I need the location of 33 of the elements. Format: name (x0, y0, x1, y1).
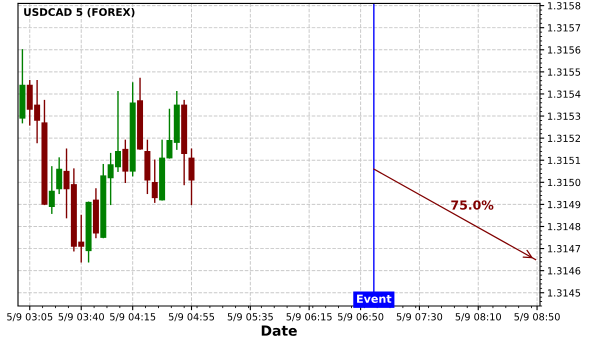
candlestick (152, 160, 158, 203)
y-tick-label: 1.3149 (548, 200, 580, 208)
x-axis-title: Date (262, 326, 297, 336)
y-tick-label: 1.3153 (548, 112, 580, 120)
x-tick-label: 5/9 05:35 (228, 313, 273, 322)
y-tick-label: 1.3157 (548, 24, 580, 32)
x-tick-label: 5/9 08:50 (514, 313, 560, 322)
x-tick-label: 5/9 06:15 (286, 313, 332, 322)
x-tick-label: 5/9 03:05 (7, 313, 52, 322)
y-tick-label: 1.3148 (548, 222, 580, 230)
chart-title: USDCAD 5 (FOREX) (24, 8, 134, 18)
y-tick-label: 1.3156 (548, 46, 580, 54)
x-tick-label: 5/9 08:10 (456, 313, 501, 322)
x-tick-label: 5/9 07:30 (396, 313, 442, 322)
x-tick-label: 5/9 04:15 (110, 313, 156, 322)
y-tick-label: 1.3145 (548, 289, 580, 297)
x-tick-label: 5/9 04:55 (168, 313, 214, 322)
y-tick-label: 1.3152 (548, 134, 580, 142)
y-tick-label: 1.3155 (548, 68, 580, 76)
y-tick-label: 1.3150 (548, 178, 580, 186)
y-tick-label: 1.3154 (548, 90, 580, 98)
ref-line-label: Event (357, 294, 392, 303)
x-tick-label: 5/9 03:40 (58, 313, 104, 322)
y-tick-label: 1.3147 (548, 245, 580, 252)
y-tick-label: 1.3146 (548, 267, 580, 274)
candlestick (122, 140, 128, 184)
y-tick-label: 1.3158 (548, 2, 580, 10)
candlestick (48, 166, 55, 214)
candlestick (56, 157, 62, 194)
x-tick-label: 5/9 06:50 (338, 313, 384, 322)
annotation: 75.0% (451, 200, 494, 210)
candlestick (188, 148, 195, 206)
y-tick-label: 1.3151 (548, 156, 580, 164)
